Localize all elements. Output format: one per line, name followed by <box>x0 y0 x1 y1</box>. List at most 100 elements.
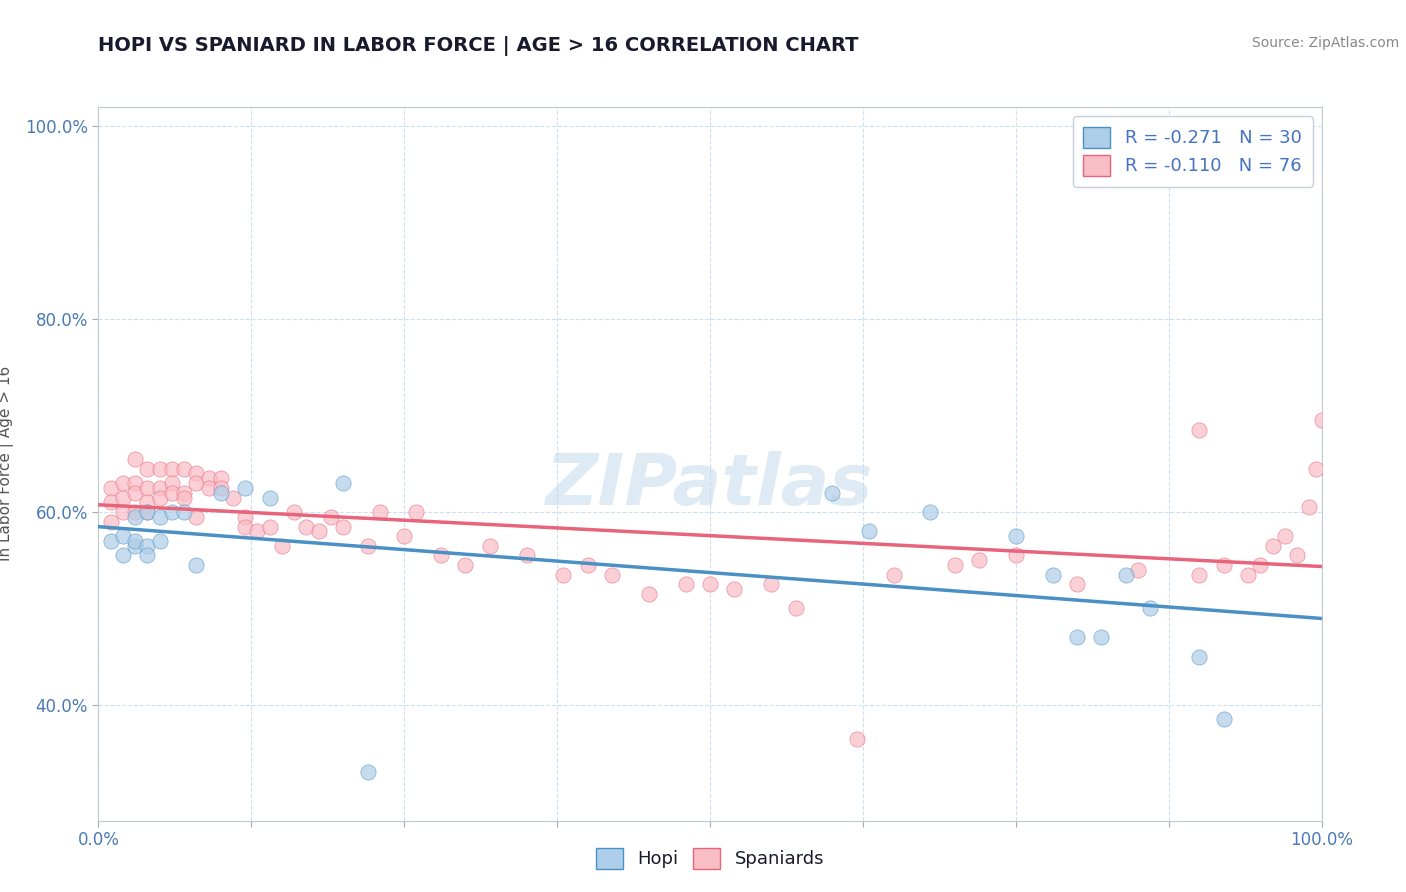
Point <box>259 491 281 505</box>
Point <box>173 505 195 519</box>
Point <box>785 601 807 615</box>
Point <box>111 529 134 543</box>
Point <box>209 471 232 485</box>
Point <box>295 519 318 533</box>
Point <box>173 461 195 475</box>
Point <box>124 533 146 548</box>
Point <box>259 519 281 533</box>
Point <box>1261 539 1284 553</box>
Point <box>136 549 159 563</box>
Point <box>1188 567 1211 582</box>
Point <box>197 481 219 495</box>
Point <box>308 524 330 539</box>
Point <box>1004 529 1026 543</box>
Point <box>197 471 219 485</box>
Point <box>124 452 146 467</box>
Point <box>111 476 134 491</box>
Point <box>149 509 172 524</box>
Point <box>100 515 122 529</box>
Point <box>233 519 256 533</box>
Point <box>1298 500 1320 515</box>
Point <box>845 731 868 746</box>
Point <box>136 495 159 509</box>
Point <box>160 505 183 519</box>
Point <box>149 533 172 548</box>
Point <box>186 558 208 573</box>
Point <box>136 481 159 495</box>
Point <box>319 509 342 524</box>
Point <box>637 587 661 601</box>
Point <box>454 558 477 573</box>
Point <box>111 505 134 519</box>
Point <box>332 519 354 533</box>
Point <box>392 529 416 543</box>
Point <box>1090 631 1112 645</box>
Point <box>1042 567 1064 582</box>
Point <box>149 461 172 475</box>
Point <box>136 461 159 475</box>
Point <box>246 524 269 539</box>
Point <box>332 476 354 491</box>
Point <box>1237 567 1260 582</box>
Point <box>1249 558 1271 573</box>
Point <box>1286 549 1309 563</box>
Point <box>173 485 195 500</box>
Point <box>1310 413 1333 427</box>
Text: HOPI VS SPANIARD IN LABOR FORCE | AGE > 16 CORRELATION CHART: HOPI VS SPANIARD IN LABOR FORCE | AGE > … <box>98 36 859 55</box>
Point <box>943 558 966 573</box>
Point <box>1212 558 1234 573</box>
Point <box>1274 529 1296 543</box>
Point <box>675 577 697 591</box>
Point <box>858 524 880 539</box>
Point <box>478 539 501 553</box>
Point <box>600 567 623 582</box>
Point <box>149 481 172 495</box>
Point <box>356 539 378 553</box>
Point <box>160 476 183 491</box>
Point <box>209 485 232 500</box>
Point <box>576 558 599 573</box>
Point <box>1188 423 1211 437</box>
Point <box>124 476 146 491</box>
Point <box>186 467 208 481</box>
Point <box>160 485 183 500</box>
Point <box>124 539 146 553</box>
Point <box>1066 577 1088 591</box>
Point <box>149 491 172 505</box>
Point <box>368 505 391 519</box>
Point <box>111 549 134 563</box>
Legend: Hopi, Spaniards: Hopi, Spaniards <box>589 840 831 876</box>
Point <box>270 539 294 553</box>
Point <box>920 505 942 519</box>
Point <box>967 553 990 567</box>
Point <box>186 476 208 491</box>
Point <box>222 491 245 505</box>
Point <box>111 491 134 505</box>
Point <box>233 509 256 524</box>
Point <box>883 567 905 582</box>
Point <box>761 577 783 591</box>
Point <box>283 505 305 519</box>
Point <box>1305 461 1327 475</box>
Point <box>173 491 195 505</box>
Point <box>160 461 183 475</box>
Point <box>515 549 537 563</box>
Point <box>1139 601 1161 615</box>
Point <box>356 765 378 780</box>
Point <box>553 567 575 582</box>
Point <box>1115 567 1137 582</box>
Text: Source: ZipAtlas.com: Source: ZipAtlas.com <box>1251 36 1399 50</box>
Point <box>699 577 721 591</box>
Point <box>430 549 453 563</box>
Point <box>1066 631 1088 645</box>
Point <box>136 505 159 519</box>
Y-axis label: In Labor Force | Age > 16: In Labor Force | Age > 16 <box>0 367 14 561</box>
Point <box>821 485 844 500</box>
Point <box>100 495 122 509</box>
Point <box>1004 549 1026 563</box>
Point <box>124 505 146 519</box>
Text: ZIPatlas: ZIPatlas <box>547 450 873 520</box>
Point <box>136 505 159 519</box>
Point <box>209 481 232 495</box>
Point <box>186 509 208 524</box>
